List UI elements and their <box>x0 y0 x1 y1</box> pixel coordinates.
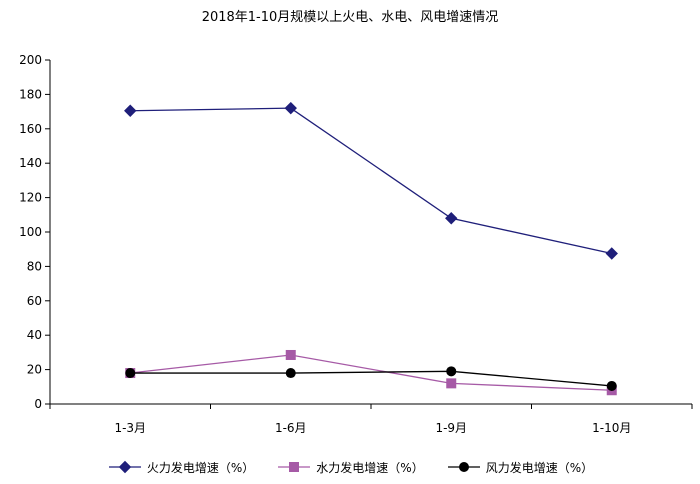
series-line <box>130 354 612 391</box>
data-point <box>284 101 297 115</box>
legend-label: 风力发电增速（%） <box>485 460 594 475</box>
y-tick-label: 120 <box>19 191 42 205</box>
legend: 火力发电增速（%） 水力发电增速（%） 风力发电增速（%） <box>0 456 700 478</box>
data-point <box>125 368 136 379</box>
x-tick-label: 1-9月 <box>435 421 467 435</box>
legend-marker <box>458 462 469 472</box>
series-1 <box>124 101 618 260</box>
data-point <box>285 349 296 360</box>
legend-label: 火力发电增速（%） <box>146 460 255 475</box>
series-line <box>130 370 612 387</box>
data-point <box>446 378 457 389</box>
y-tick-label: 60 <box>27 294 42 308</box>
data-point <box>606 380 617 391</box>
legend-swatch <box>278 462 311 472</box>
series-layer <box>124 101 618 396</box>
legend-swatch <box>447 462 480 472</box>
y-tick-label: 20 <box>27 363 42 377</box>
y-tick-label: 180 <box>19 87 42 101</box>
chart-title: 2018年1-10月规模以上火电、水电、风电增速情况 <box>201 10 499 25</box>
legend-item: 风力发电增速（%） <box>446 459 593 476</box>
legend-swatch <box>108 460 141 474</box>
data-point <box>446 366 457 377</box>
data-point <box>285 368 296 379</box>
legend-item: 水力发电增速（%） <box>276 459 424 476</box>
y-tick-label: 80 <box>27 259 42 273</box>
y-tick-label: 200 <box>19 53 42 67</box>
data-point <box>605 247 618 260</box>
legend-label: 水力发电增速（%） <box>316 460 424 475</box>
legend-marker <box>118 460 132 474</box>
x-tick-label: 1-3月 <box>114 421 146 435</box>
legend-item: 火力发电增速（%） <box>107 459 254 476</box>
y-tick-label: 100 <box>19 225 42 239</box>
y-tick-label: 40 <box>27 328 42 342</box>
legend-marker <box>289 462 300 472</box>
series-line <box>130 107 612 255</box>
x-tick-label: 1-10月 <box>592 421 631 435</box>
data-point <box>124 104 137 117</box>
data-point <box>445 212 458 225</box>
axes: 0 20 40 60 80 100 120 140 160 180 200 1-3月 1-6月 1-9月 1… <box>19 53 693 435</box>
y-tick-label: 160 <box>19 122 42 136</box>
y-tick-label: 140 <box>19 156 42 170</box>
x-tick-label: 1-6月 <box>275 421 307 435</box>
y-tick-label: 0 <box>34 397 42 411</box>
series-3 <box>125 366 617 391</box>
